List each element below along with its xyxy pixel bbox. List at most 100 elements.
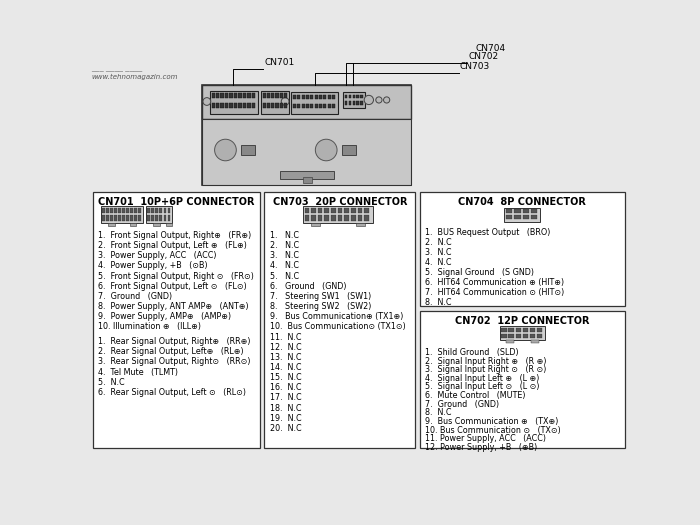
Text: 8.  N.C: 8. N.C [425,298,451,307]
Bar [118,208,120,213]
Text: 6.  Rear Signal Output, Left ⊙   (RL⊙): 6. Rear Signal Output, Left ⊙ (RL⊙) [97,388,246,397]
Text: 4.  Power Supply, +B   (⊙B): 4. Power Supply, +B (⊙B) [97,261,207,270]
Bar [344,215,349,221]
Bar [130,215,132,221]
Bar [216,93,219,98]
Bar [138,208,141,213]
Bar [310,94,314,99]
Bar [271,103,274,109]
Bar [531,215,538,219]
Bar [516,334,521,338]
Text: 3.  N.C: 3. N.C [425,248,451,257]
Bar [252,93,255,98]
Bar [506,340,514,342]
Bar [365,215,369,221]
Text: 19.  N.C: 19. N.C [270,414,302,423]
Text: CN703: CN703 [459,62,490,71]
Bar [130,208,132,213]
Bar [280,103,283,109]
Text: 6.   Ground   (GND): 6. Ground (GND) [270,282,347,291]
Bar [102,208,105,213]
Text: 11. Power Supply, ACC   (ACC): 11. Power Supply, ACC (ACC) [425,434,545,443]
Bar [360,94,363,98]
Bar [500,327,545,340]
Bar [166,223,172,226]
Text: 5.  Signal Input Left ⊙   (L ⊙): 5. Signal Input Left ⊙ (L ⊙) [425,382,539,392]
Bar [311,223,320,226]
Bar [358,215,363,221]
Text: 13.  N.C: 13. N.C [270,353,302,362]
Bar [356,94,358,98]
Text: CN701: CN701 [264,58,295,67]
Bar [202,119,412,185]
Bar [106,215,109,221]
Text: 3.  Rear Signal Output, Right⊙   (RR⊙): 3. Rear Signal Output, Right⊙ (RR⊙) [97,358,250,366]
Bar [271,93,274,98]
Text: 3.   N.C: 3. N.C [270,251,300,260]
Bar [293,104,296,109]
Bar [338,208,342,213]
Text: 4.   N.C: 4. N.C [270,261,300,270]
Text: 17.  N.C: 17. N.C [270,393,302,403]
Bar [291,92,338,114]
Bar [122,215,125,221]
Bar [537,328,542,332]
Bar [134,215,136,221]
Bar [248,103,251,109]
Bar [530,334,536,338]
Text: 12. Power Supply, +B   (⊕B): 12. Power Supply, +B (⊕B) [425,443,537,452]
Bar [328,94,330,99]
Bar [210,91,258,114]
Text: ─── ──── ────: ─── ──── ──── [92,69,143,75]
Bar [353,94,355,98]
Bar [164,215,167,221]
Bar [505,208,540,222]
Bar [344,208,349,213]
Bar [306,94,309,99]
Bar [110,208,113,213]
Text: 6.  Front Signal Output, Left ⊙   (FL⊙): 6. Front Signal Output, Left ⊙ (FL⊙) [97,282,246,291]
Bar [302,94,304,99]
Text: 2.  Rear Signal Output, Left⊕   (RL⊕): 2. Rear Signal Output, Left⊕ (RL⊕) [97,347,243,356]
Bar [114,215,117,221]
Bar [147,208,150,213]
Bar [151,215,154,221]
Bar [358,208,363,213]
Bar [325,215,329,221]
Bar [310,104,314,109]
Bar [514,209,521,213]
Bar [122,208,125,213]
Text: 10.  Bus Communication⊙ (TX1⊙): 10. Bus Communication⊙ (TX1⊙) [270,322,406,331]
Bar [267,93,270,98]
Bar [506,209,512,213]
Bar [230,93,232,98]
Text: 9.  Power Supply, AMP⊕   (AMP⊕): 9. Power Supply, AMP⊕ (AMP⊕) [97,312,231,321]
Text: 8.   Steering SW2   (SW2): 8. Steering SW2 (SW2) [270,302,372,311]
Text: 7.  HIT64 Communication ⊙ (HIT⊙): 7. HIT64 Communication ⊙ (HIT⊙) [425,288,564,297]
Bar [312,215,316,221]
Bar [239,103,241,109]
Bar [261,91,289,114]
Bar [314,94,318,99]
Text: 12.  N.C: 12. N.C [270,343,302,352]
Bar [110,215,113,221]
Bar [220,103,223,109]
Bar [234,103,237,109]
Text: CN701  10P+6P CONNECTOR: CN701 10P+6P CONNECTOR [98,197,255,207]
Text: 16.  N.C: 16. N.C [270,383,302,392]
Bar [365,208,369,213]
Text: 1.  Rear Signal Output, Right⊕   (RR⊕): 1. Rear Signal Output, Right⊕ (RR⊕) [97,337,250,346]
Bar [508,334,514,338]
Text: 20.  N.C: 20. N.C [270,424,302,433]
Bar [153,223,160,226]
Bar [93,192,260,448]
Text: CN704: CN704 [476,44,506,53]
Bar [155,208,158,213]
Bar [243,93,246,98]
Bar [160,208,162,213]
Bar [508,328,514,332]
Bar [537,334,542,338]
Bar [420,311,624,448]
Text: 18.  N.C: 18. N.C [270,404,302,413]
Text: 5.  Signal Ground   (S GND): 5. Signal Ground (S GND) [425,268,533,277]
